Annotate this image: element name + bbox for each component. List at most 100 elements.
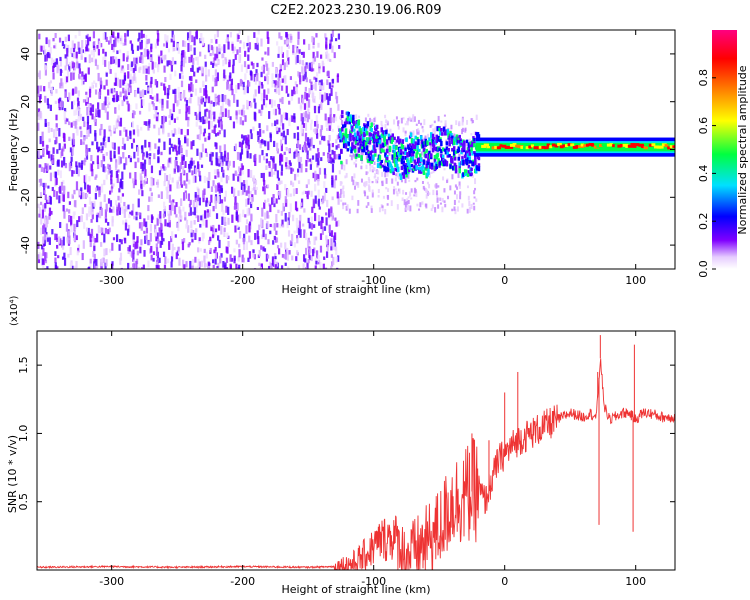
spectrogram-cell bbox=[160, 57, 163, 64]
spectrogram-cell bbox=[90, 219, 93, 223]
spectrogram-cell bbox=[247, 169, 250, 178]
spectrogram-cell bbox=[109, 200, 113, 207]
spectrogram-cell bbox=[60, 181, 64, 191]
spectrogram-cell bbox=[355, 163, 358, 168]
spectrogram-cell bbox=[365, 171, 368, 176]
spectrogram-cell bbox=[284, 162, 288, 167]
spectrogram-cell bbox=[168, 120, 171, 125]
spectrogram-cell bbox=[199, 223, 202, 228]
spectrogram-cell bbox=[135, 103, 138, 110]
spectrogram-cell bbox=[342, 194, 345, 198]
spectrogram-cell bbox=[463, 145, 466, 150]
spectrogram-cell bbox=[163, 65, 166, 73]
spectrogram-cell bbox=[432, 144, 436, 150]
spectrogram-cell bbox=[198, 170, 201, 177]
spectrogram-cell bbox=[287, 57, 290, 65]
spectrogram-cell bbox=[142, 183, 145, 187]
spectrogram-cell bbox=[109, 150, 112, 160]
spectrogram-cell bbox=[215, 142, 218, 150]
spectrogram-cell bbox=[318, 104, 321, 108]
spectrogram-cell bbox=[473, 196, 476, 199]
spectrogram-cell bbox=[409, 191, 412, 197]
spectrogram-cell bbox=[225, 157, 228, 161]
spectrogram-cell bbox=[295, 235, 299, 239]
spectrogram-cell bbox=[156, 93, 159, 102]
spectrogram-cell bbox=[211, 46, 215, 56]
spectrogram-cell bbox=[58, 37, 62, 43]
spectrogram-cell bbox=[105, 203, 108, 212]
spectrogram-cell bbox=[232, 64, 235, 74]
spectrogram-cell bbox=[333, 52, 336, 59]
spectrogram-cell bbox=[194, 191, 197, 198]
spectrogram-cell bbox=[305, 267, 308, 269]
spectrogram-cell bbox=[425, 189, 428, 194]
spectrogram-cell bbox=[325, 50, 329, 55]
spectrogram-cell bbox=[314, 81, 317, 91]
spectrogram-cell bbox=[234, 54, 237, 60]
spectrogram-cell bbox=[470, 172, 473, 176]
spectrogram-cell bbox=[311, 249, 315, 257]
spectrogram-cell bbox=[86, 127, 89, 135]
spectrogram-cell bbox=[144, 176, 148, 182]
spectrogram-cell bbox=[154, 62, 157, 68]
spectrogram-cell bbox=[47, 150, 51, 159]
spectrogram-cell bbox=[477, 134, 481, 139]
spectrogram-cell bbox=[312, 128, 316, 133]
spectrogram-cell bbox=[307, 240, 310, 249]
spectrogram-cell bbox=[85, 99, 88, 106]
spectrogram-cell bbox=[122, 152, 125, 159]
spectrogram-cell bbox=[293, 132, 296, 139]
spectrogram-cell bbox=[150, 192, 153, 197]
spectrogram-cell bbox=[399, 154, 403, 159]
spectrogram-cell bbox=[180, 181, 183, 186]
spectrogram-cell bbox=[279, 122, 283, 127]
spectrogram-cell bbox=[331, 163, 335, 173]
spectrogram-cell bbox=[70, 72, 73, 81]
spectrogram-cell bbox=[406, 163, 409, 170]
spectrogram-cell bbox=[329, 58, 332, 62]
spectrogram-cell bbox=[475, 198, 478, 202]
spectrogram-cell bbox=[385, 119, 388, 124]
spectrogram-cell bbox=[384, 172, 387, 178]
spectrogram-cell bbox=[473, 138, 476, 142]
spectrogram-cell bbox=[275, 237, 279, 243]
spectrogram-cell bbox=[272, 108, 275, 115]
spectrogram-cell bbox=[458, 120, 461, 127]
spectrogram-cell bbox=[619, 144, 624, 148]
spectrogram-cell bbox=[206, 209, 209, 213]
spectrogram-cell bbox=[268, 111, 271, 119]
spectrogram-cell bbox=[226, 152, 230, 159]
spectrogram-cell bbox=[160, 191, 163, 199]
spectrogram-cell bbox=[119, 252, 123, 261]
spectrogram-cell bbox=[224, 108, 227, 117]
spectrogram-cell bbox=[217, 224, 221, 231]
spectrogram-cell bbox=[235, 239, 238, 245]
spectrogram-cell bbox=[300, 202, 303, 207]
spectrogram-cell bbox=[341, 110, 344, 115]
spectrogram-cell bbox=[191, 35, 194, 43]
spectrogram-cell bbox=[47, 185, 50, 189]
spectrogram-cell bbox=[78, 75, 81, 80]
spectrogram-cell bbox=[118, 207, 121, 215]
spectrogram-cell bbox=[248, 207, 251, 216]
spectrogram-cell bbox=[114, 56, 118, 65]
spectrogram-cell bbox=[339, 139, 342, 143]
spectrogram-cell bbox=[306, 100, 309, 108]
spectrogram-cell bbox=[512, 142, 517, 146]
spectrogram-cell bbox=[115, 170, 119, 178]
spectrogram-cell bbox=[370, 136, 373, 141]
spectrogram-cell bbox=[258, 123, 261, 129]
spectrogram-cell bbox=[323, 92, 327, 102]
spectrogram-cell bbox=[266, 221, 269, 229]
spectrogram-cell bbox=[380, 148, 383, 153]
spectrogram-cell bbox=[229, 263, 232, 269]
spectrogram-cell bbox=[44, 64, 47, 71]
spectrogram-cell bbox=[465, 150, 469, 156]
spectrogram-cell bbox=[331, 78, 335, 84]
spectrogram-cell bbox=[398, 173, 402, 177]
spectrogram-cell bbox=[223, 232, 226, 238]
spectrogram-cell bbox=[309, 147, 312, 151]
spectrogram-cell bbox=[73, 265, 77, 269]
spectrogram-cell bbox=[44, 203, 47, 209]
spectrogram-cell bbox=[338, 170, 341, 175]
